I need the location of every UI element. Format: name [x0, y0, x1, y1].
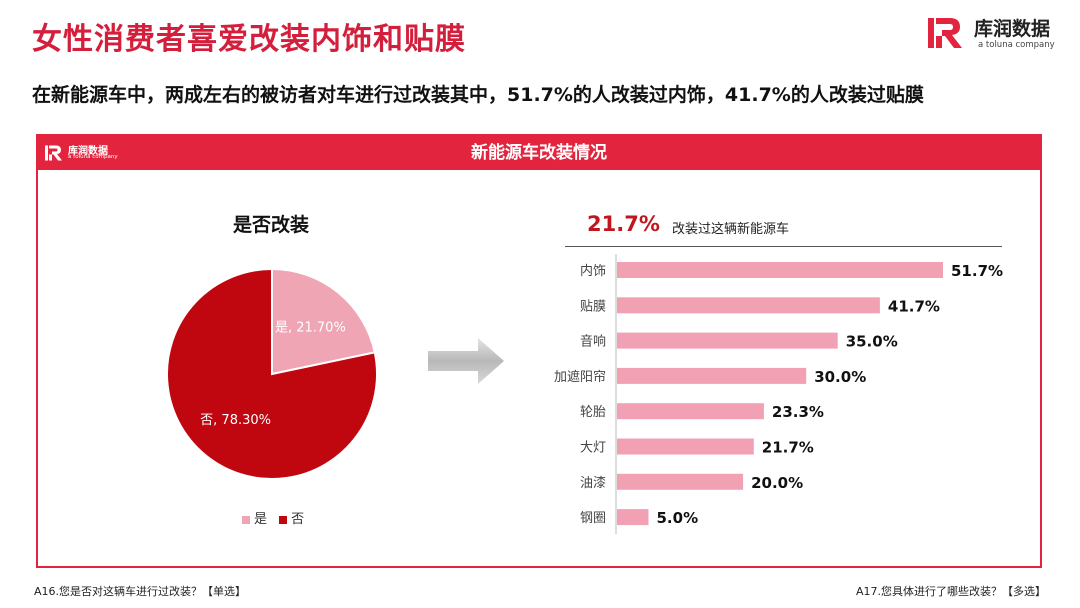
bar-value-label: 35.0%: [846, 333, 898, 351]
bar-category-label: 轮胎: [580, 405, 606, 420]
bar-4: [617, 403, 764, 420]
panel-logo-name: 库润数据: [68, 146, 108, 157]
bar-category-label: 油漆: [580, 475, 606, 491]
panel-header: 新能源车改装情况 库润数据 a toluna company: [38, 136, 1040, 170]
pie-label-no: 否, 78.30%: [200, 413, 271, 428]
legend-item-yes: 是: [242, 512, 267, 527]
bar-5: [617, 438, 754, 455]
bar-category-label: 贴膜: [580, 299, 606, 314]
panel-logo: 库润数据 a toluna company: [44, 142, 134, 166]
bar-value-label: 23.3%: [772, 403, 824, 421]
bar-value-label: 51.7%: [951, 262, 1003, 280]
chart-panel: 新能源车改装情况 库润数据 a toluna company: [36, 134, 1042, 568]
brand-logo: 库润数据 a toluna company: [926, 14, 1072, 54]
legend-item-no: 否: [279, 512, 304, 527]
bar-category-label: 加遮阳帘: [554, 369, 606, 385]
right-arrow-icon: [428, 338, 504, 384]
legend-swatch-yes: [242, 515, 250, 524]
pie-slice-no: [166, 267, 378, 480]
bar-chart: 内饰 51.7% 贴膜 41.7% 音响 35.0% 加遮阳帘 30.0% 轮胎 23.3% 大灯 2…: [554, 254, 1003, 534]
brand-tagline: a toluna company: [978, 40, 1055, 50]
pie-slice-yes: [271, 267, 376, 376]
footer-note-right: A17.您具体进行了哪些改装？【多选】: [855, 585, 1046, 598]
pie-chart-title: 是否改装: [232, 214, 309, 236]
brand-name: 库润数据: [974, 18, 1051, 40]
bar-category-label: 钢圈: [580, 511, 606, 526]
bar-value-label: 41.7%: [888, 297, 940, 315]
bar-value-label: 5.0%: [657, 509, 699, 527]
bar-value-label: 20.0%: [751, 474, 803, 492]
legend-label-yes: 是: [254, 512, 268, 527]
bar-category-label: 内饰: [580, 263, 606, 279]
bar-value-label: 30.0%: [814, 368, 866, 386]
bar-headline-value: 21.7%: [587, 212, 660, 236]
bar-headline-text: 改装过这辆新能源车: [672, 222, 790, 237]
legend-label-no: 否: [291, 512, 305, 527]
brand-mark-icon: [928, 18, 962, 48]
page-subtitle: 在新能源车中，两成左右的被访者对车进行过改装其中，51.7%的人改装过内饰，41…: [32, 84, 924, 106]
bar-0: [617, 262, 943, 278]
bar-value-label: 21.7%: [762, 439, 814, 457]
bar-3: [617, 367, 807, 384]
pie-legend: 是 否: [242, 508, 312, 527]
bar-category-label: 大灯: [580, 441, 606, 456]
panel-logo-tagline: a toluna company: [68, 154, 118, 160]
panel-title: 新能源车改装情况: [471, 143, 607, 163]
bar-2: [617, 332, 838, 349]
footer-note-left: A16.您是否对这辆车进行过改装？【单选】: [34, 585, 247, 598]
pie-chart: 是, 21.70% 否, 78.30%: [166, 267, 378, 480]
bar-6: [617, 473, 744, 490]
pie-label-yes: 是, 21.70%: [275, 321, 346, 336]
panel-logo-icon: [45, 145, 62, 161]
bar-1: [617, 297, 880, 314]
page-title: 女性消费者喜爱改装内饰和贴膜: [32, 22, 466, 57]
bar-headline-divider: [565, 246, 1002, 247]
bar-7: [617, 509, 649, 526]
bar-category-label: 音响: [580, 334, 606, 350]
legend-swatch-no: [279, 515, 288, 524]
